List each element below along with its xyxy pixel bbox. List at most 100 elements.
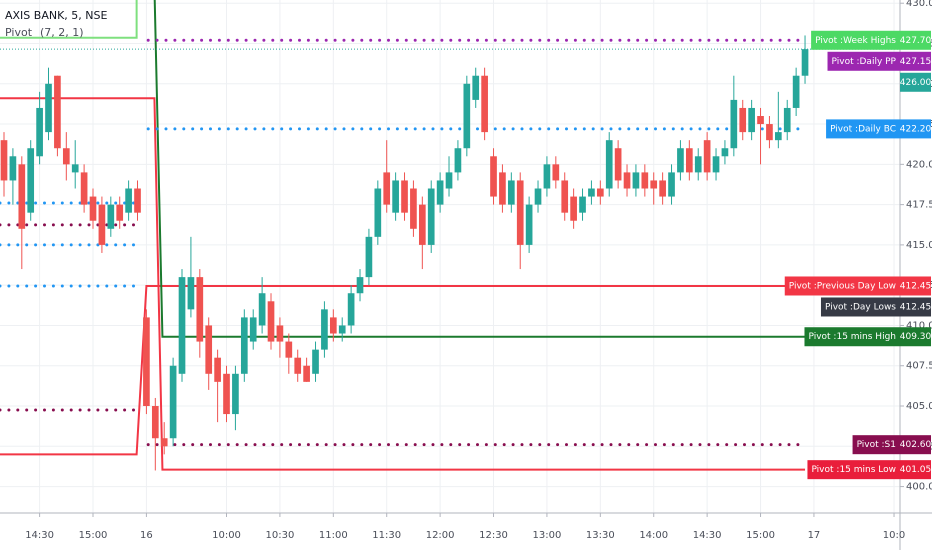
- candle-body: [214, 357, 221, 382]
- price-label-value: 412.45: [900, 281, 932, 291]
- y-tick-label: 420.00: [906, 159, 932, 170]
- plot-area: [0, 0, 900, 471]
- candle-body: [677, 148, 684, 173]
- price-label-value: 427.15: [900, 57, 932, 67]
- price-label-box: [900, 30, 931, 50]
- candle-body: [143, 317, 150, 407]
- candle-body: [240, 317, 248, 374]
- candle-body: [80, 172, 88, 205]
- candle-body: [276, 325, 284, 342]
- candle-body: [410, 188, 417, 229]
- candle-body: [641, 172, 649, 189]
- price-label-box: [900, 276, 931, 296]
- price-label-box: [900, 297, 931, 317]
- candle-body: [516, 180, 524, 245]
- price-label-name: Pivot :15 mins Low: [811, 465, 896, 475]
- price-label-box: [900, 72, 931, 92]
- candle-body: [588, 188, 595, 197]
- candle-body: [329, 317, 337, 334]
- candle-body: [169, 365, 177, 439]
- candle-body: [490, 156, 497, 197]
- x-tick-label: 14:00: [639, 530, 668, 541]
- price-label-value: 409.30: [900, 332, 932, 342]
- candle-body: [525, 204, 533, 245]
- x-tick-label: 15:00: [746, 530, 775, 541]
- pivot-line: [0, 284, 806, 456]
- candle-body: [605, 140, 613, 189]
- candle-body: [151, 406, 159, 439]
- pivot-line: [0, 97, 806, 471]
- candle-body: [783, 107, 791, 133]
- candle-body: [668, 172, 675, 197]
- y-tick-label: 410.00: [906, 320, 932, 331]
- candle-body: [365, 236, 373, 278]
- candle-body: [596, 188, 604, 197]
- indicator-params: (7, 2, 1): [40, 26, 84, 39]
- price-label-name: Pivot :Day Lows: [825, 302, 896, 312]
- pivot-line: [0, 0, 138, 39]
- price-label-value: 427.70: [900, 36, 932, 46]
- price-label-box: [900, 435, 931, 455]
- x-tick-label: 10:00: [212, 530, 241, 541]
- candle-body: [748, 107, 755, 133]
- x-tick-label: 12:00: [426, 530, 455, 541]
- y-tick-label: 405.00: [906, 401, 932, 412]
- x-tick-label: 13:30: [586, 530, 615, 541]
- price-label-value: 401.05: [900, 465, 932, 475]
- candle-body: [116, 204, 124, 221]
- candle-body: [187, 277, 195, 310]
- candle-body: [232, 373, 239, 415]
- x-tick-label: 13:00: [533, 530, 562, 541]
- candle-body: [178, 277, 186, 374]
- candle-body: [766, 124, 773, 141]
- candle-body: [258, 293, 266, 326]
- y-tick-label: 407.50: [906, 361, 932, 372]
- x-tick-label: 15:00: [79, 530, 108, 541]
- candle-body: [801, 49, 809, 76]
- price-label-name: Pivot :S1: [857, 440, 896, 450]
- x-tick-label: 11:00: [319, 530, 348, 541]
- candle-body: [54, 75, 61, 149]
- price-label-name-box: [804, 327, 900, 347]
- candle-body: [472, 75, 480, 100]
- candle-body: [561, 180, 569, 213]
- candle-body: [98, 204, 106, 245]
- price-label-value: 402.60: [900, 440, 932, 450]
- candle-body: [392, 180, 399, 213]
- price-label-box: [900, 460, 931, 480]
- candle-body: [294, 357, 302, 374]
- candle-body: [62, 148, 70, 165]
- price-label-value: 412.45: [900, 302, 932, 312]
- candle-body: [0, 140, 8, 181]
- candle-body: [418, 204, 426, 245]
- price-label-name-box: [784, 276, 900, 296]
- candle-body: [614, 148, 622, 181]
- candle-body: [499, 172, 506, 205]
- candle-body: [481, 75, 488, 133]
- candle-body: [249, 317, 257, 342]
- candle-body: [89, 196, 97, 221]
- x-tick-label: 10:30: [266, 530, 295, 541]
- y-tick-label: 417.50: [906, 200, 932, 211]
- x-tick-label: 14:30: [25, 530, 54, 541]
- price-label-name: Pivot :Previous Day Low: [789, 281, 896, 291]
- candle-body: [792, 75, 800, 108]
- candle-body: [267, 301, 275, 342]
- candle-body: [223, 373, 230, 415]
- price-label-name: Pivot :Week Highs: [815, 36, 896, 46]
- price-label-value: 422.20: [900, 124, 932, 134]
- candle-body: [703, 140, 711, 173]
- candle-body: [463, 83, 471, 149]
- candle-body: [552, 164, 560, 181]
- candle-body: [18, 164, 26, 229]
- candle-body: [205, 325, 213, 374]
- price-label-box: [900, 51, 931, 71]
- candle-body: [356, 277, 364, 294]
- candle-body: [303, 365, 310, 382]
- price-label-name: Pivot :15 mins High: [808, 332, 896, 342]
- candle-body: [507, 180, 515, 205]
- x-tick-label: 14:30: [693, 530, 722, 541]
- x-tick-label: 17: [808, 530, 821, 541]
- y-tick-label: 415.00: [906, 240, 932, 251]
